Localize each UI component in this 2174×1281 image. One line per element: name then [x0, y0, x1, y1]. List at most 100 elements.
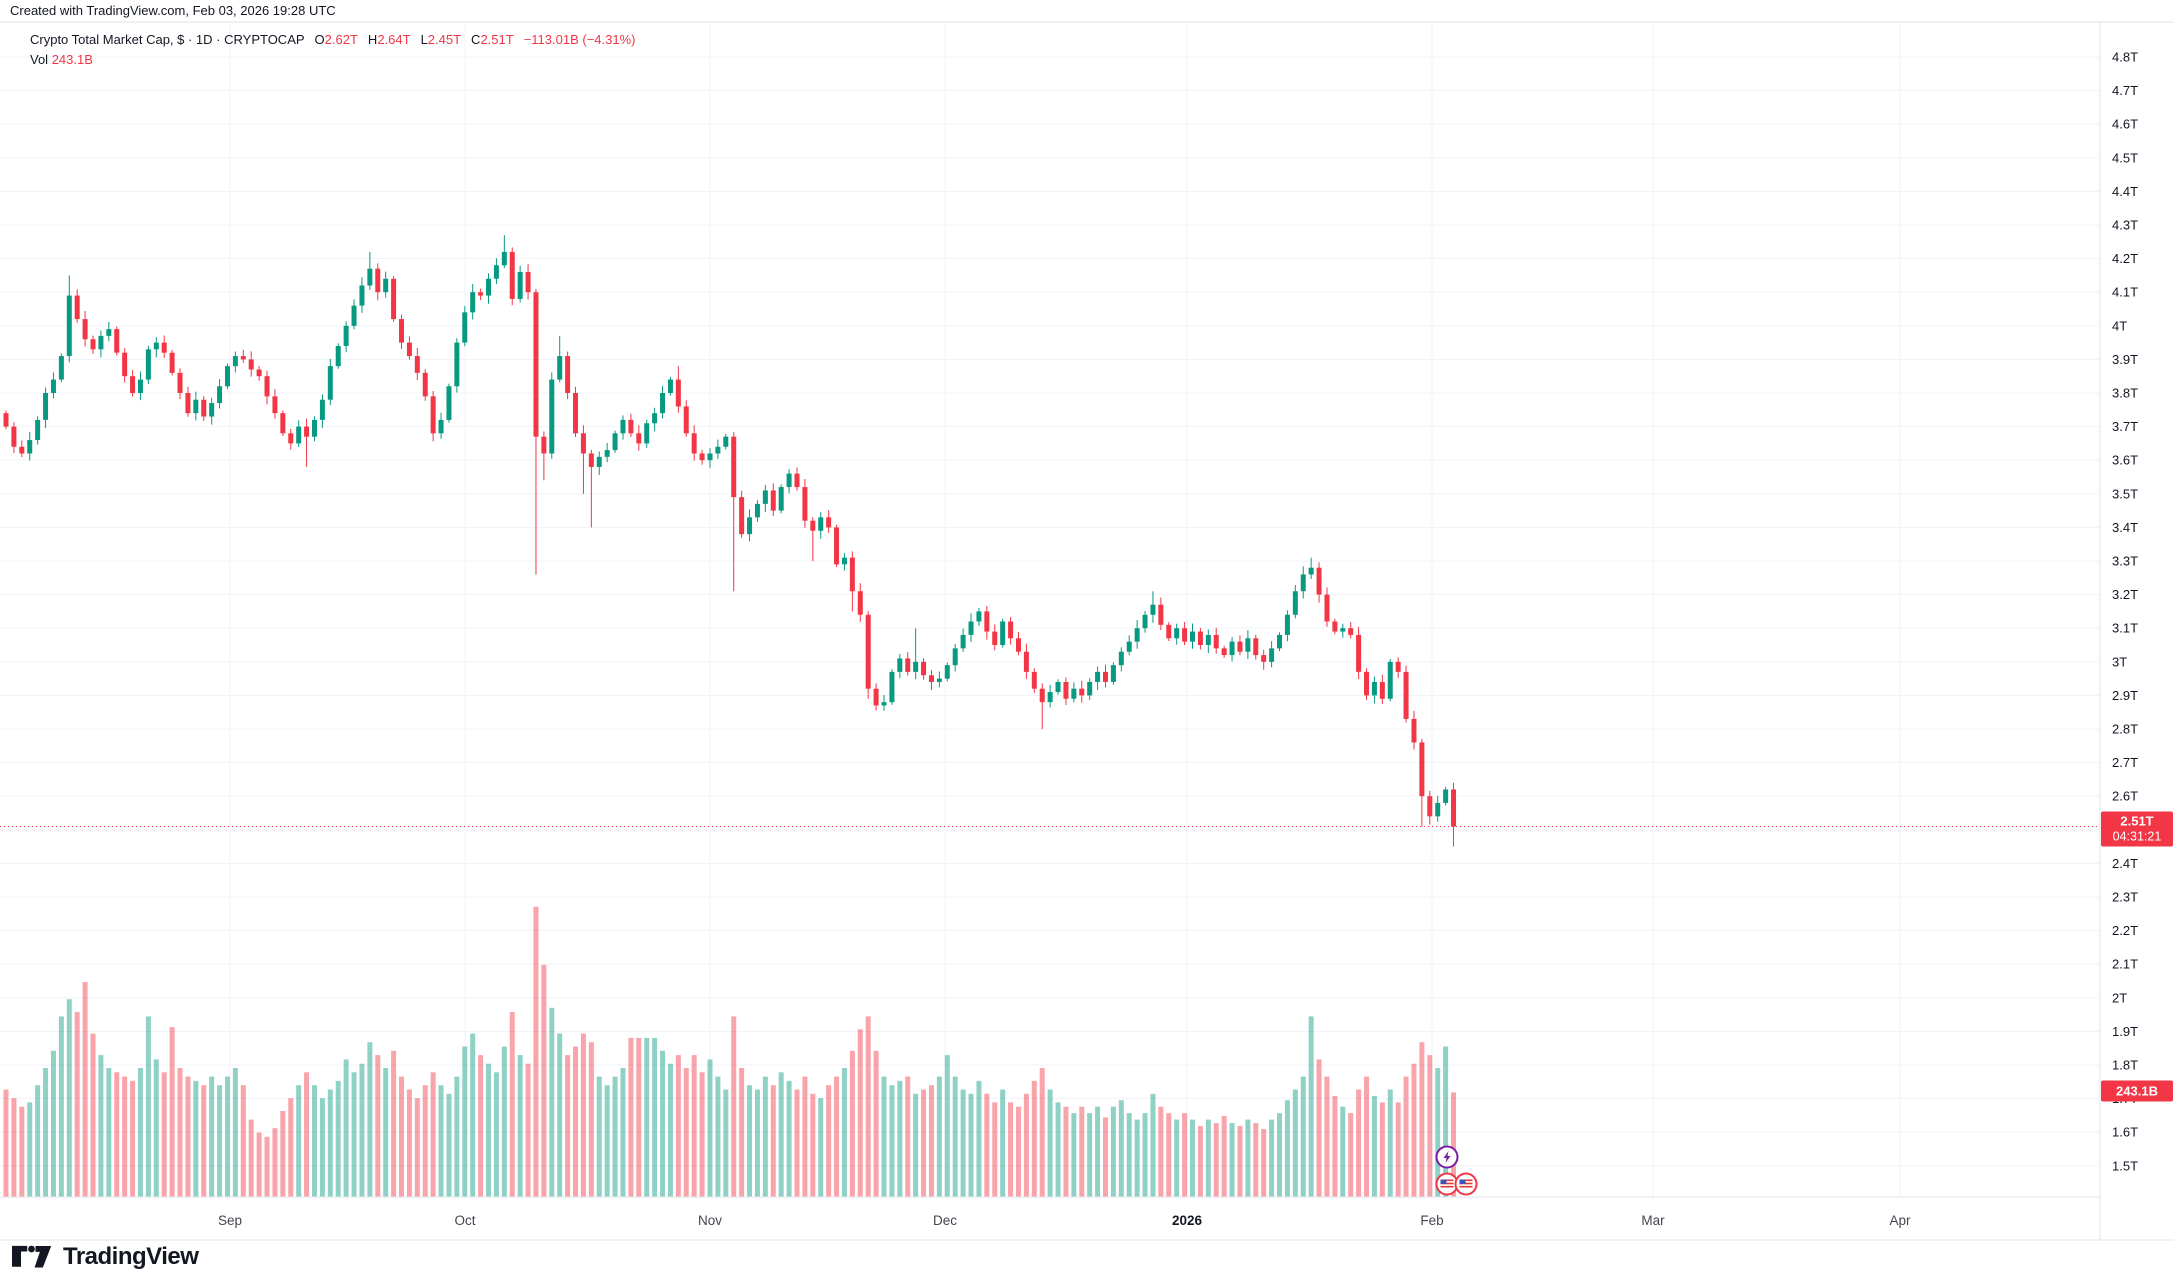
candle-body [770, 490, 776, 511]
candle-body [1110, 665, 1116, 682]
volume-bar [264, 1136, 270, 1197]
volume-bar [145, 1016, 151, 1197]
candle-body [1197, 631, 1203, 645]
time-tick-label[interactable]: 2026 [1172, 1213, 1203, 1228]
volume-bar [699, 1072, 705, 1197]
candle-body [1158, 604, 1164, 625]
volume-bar [1332, 1095, 1338, 1197]
candle-body [778, 487, 784, 511]
volume-bar [1158, 1106, 1164, 1197]
candle-body [169, 352, 175, 373]
event-markers[interactable] [1435, 1145, 1478, 1196]
volume-bar [1221, 1116, 1227, 1197]
time-tick-label[interactable]: Oct [454, 1213, 475, 1228]
price-tick-label: 3T [2112, 654, 2127, 669]
volume-bar [1110, 1106, 1116, 1197]
candle-body [802, 487, 808, 521]
candle-body [1095, 671, 1101, 682]
volume-bar [11, 1098, 17, 1197]
volume-bar [612, 1076, 618, 1197]
candle-body [1079, 688, 1085, 696]
candle-body [573, 393, 579, 434]
volume-bar [1071, 1113, 1077, 1197]
candle-body [834, 527, 840, 565]
volume-bar [976, 1080, 982, 1197]
time-tick-label[interactable]: Mar [1641, 1213, 1665, 1228]
candle-body [406, 342, 412, 357]
volume-bar [636, 1037, 642, 1197]
ohlc-open: O2.62T [314, 32, 358, 47]
candle-body [209, 403, 215, 417]
volume-bar [936, 1076, 942, 1197]
candle-body [422, 372, 428, 397]
volume-bar [652, 1037, 658, 1197]
volume-bar [675, 1055, 681, 1197]
time-tick-label[interactable]: Dec [933, 1213, 957, 1228]
candle-body [272, 396, 278, 414]
volume-bar [1340, 1106, 1346, 1197]
candle-body [1055, 681, 1061, 693]
candle-body [707, 453, 713, 461]
volume-bar [944, 1055, 950, 1197]
volume-bar [1419, 1042, 1425, 1197]
high-value: 2.64T [377, 32, 411, 47]
tradingview-logo[interactable]: TradingView [12, 1243, 199, 1271]
candle-body [82, 319, 88, 340]
candle-body [715, 446, 721, 454]
candle-body [1182, 628, 1188, 642]
candle-body [723, 436, 729, 447]
volume-bar [762, 1076, 768, 1197]
volume-bar [905, 1076, 911, 1197]
candle-body [35, 419, 41, 441]
volume-bar [1308, 1016, 1314, 1197]
candle-body [1213, 634, 1219, 649]
candle-body [493, 265, 499, 279]
candle-body [1316, 567, 1322, 595]
volume-bar [486, 1063, 492, 1197]
candle-body [794, 473, 800, 488]
volume-bar [1395, 1102, 1401, 1197]
candle-body [928, 675, 934, 682]
candle-body [565, 356, 571, 393]
price-tick-label: 4.8T [2112, 50, 2138, 65]
price-badge-value: 2.51T [2120, 813, 2153, 828]
price-tick-label: 2.3T [2112, 890, 2138, 905]
candle-body [391, 278, 397, 320]
volume-bar [3, 1089, 9, 1197]
candle-body [747, 517, 753, 535]
price-tick-label: 3.4T [2112, 520, 2138, 535]
candle-body [1253, 638, 1259, 656]
candle-body [596, 456, 602, 467]
volume-bar [296, 1085, 302, 1197]
price-tick-label: 4.4T [2112, 184, 2138, 199]
time-tick-label[interactable]: Feb [1420, 1213, 1443, 1228]
time-tick-label[interactable]: Nov [698, 1213, 722, 1228]
volume-bar [849, 1050, 855, 1197]
volume-bar [1174, 1119, 1180, 1197]
time-tick-label[interactable]: Apr [1889, 1213, 1911, 1228]
volume-bar [580, 1033, 586, 1197]
price-tick-label: 4.6T [2112, 117, 2138, 132]
candle-body [1087, 681, 1093, 696]
close-value: 2.51T [480, 32, 514, 47]
volume-bar [723, 1089, 729, 1197]
volume-bar [201, 1085, 207, 1197]
candle-body [857, 591, 863, 615]
time-tick-label[interactable]: Sep [218, 1213, 242, 1228]
volume-bar [857, 1029, 863, 1197]
candle-body [739, 497, 745, 535]
symbol-description[interactable]: Crypto Total Market Cap, $ · 1D · CRYPTO… [30, 32, 305, 47]
candle-body [1364, 671, 1370, 696]
volume-bar [1213, 1123, 1219, 1197]
candle-body [280, 413, 286, 434]
price-tick-label: 3.1T [2112, 621, 2138, 636]
volume-bar [509, 1012, 515, 1197]
price-tick-label: 4T [2112, 318, 2127, 333]
candle-body [430, 396, 436, 434]
volume-bar [422, 1085, 428, 1197]
candle-body [1435, 802, 1441, 817]
candle-body [50, 379, 56, 393]
candle-body [27, 440, 33, 454]
volume-bar [667, 1063, 673, 1197]
